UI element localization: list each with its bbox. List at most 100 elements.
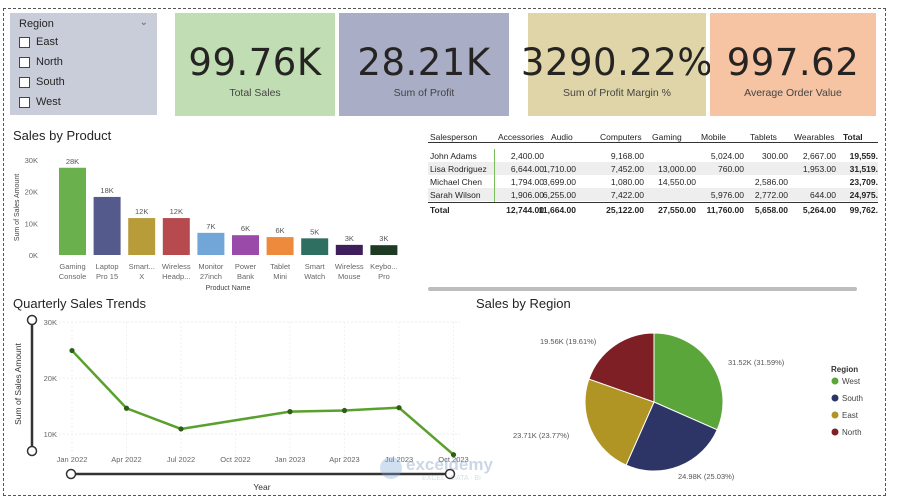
bar-chart[interactable]: 30K 20K 10K 0K Sum of Sales Amount 28K GamingC… [10, 146, 410, 296]
slicer-item-east[interactable]: East [19, 35, 58, 49]
region-slicer[interactable]: Region ⌄ East North South West [10, 13, 157, 115]
bar-chart-title: Sales by Product [13, 128, 112, 143]
table-cell: 19,559. [849, 151, 878, 161]
x-tick-label: Console [59, 272, 87, 281]
data-point [178, 426, 184, 432]
series-line [71, 349, 455, 456]
slicer-item-label: West [36, 96, 61, 108]
data-label: 12K [170, 207, 183, 216]
data-point [69, 347, 75, 354]
row-label: Total [430, 205, 450, 215]
table-cell: Accessories [498, 132, 544, 142]
table-cell: 1,710.00 [542, 164, 576, 174]
legend-marker [831, 377, 839, 385]
table-cell: Wearables [794, 132, 835, 142]
matrix-total-row[interactable]: Total 12,744.00 11,664.00 25,122.00 27,550.0… [428, 202, 878, 215]
y-tick-label: 20K [44, 374, 57, 383]
table-cell: 7,422.00 [610, 190, 644, 200]
exceldemy-logo-icon [380, 457, 402, 479]
table-cell: 5,264.00 [802, 205, 836, 215]
slicer-title: Region [19, 18, 54, 30]
legend-marker [831, 394, 839, 402]
x-tick-label: Watch [304, 272, 325, 281]
chevron-down-icon[interactable]: ⌄ [139, 17, 148, 28]
pie-slice [584, 378, 655, 466]
table-cell: 1,953.00 [802, 164, 836, 174]
data-label: 5K [310, 227, 319, 236]
bar [162, 218, 190, 255]
data-point [396, 405, 402, 411]
x-tick-label: Jan 2023 [275, 455, 306, 464]
x-tick-label: Gaming [59, 262, 85, 271]
table-row[interactable]: John Adams 2,400.00 9,168.00 5,024.00 300.00… [428, 149, 878, 162]
table-cell: 14,550.00 [658, 177, 696, 187]
slicer-item-north[interactable]: North [19, 55, 63, 69]
table-row[interactable]: Michael Chen 1,794.00 3,699.00 1,080.00 14,5… [428, 175, 878, 188]
data-point [450, 452, 457, 458]
table-row[interactable]: Sarah Wilson 1,906.00 6,255.00 7,422.00 5,97… [428, 188, 878, 201]
table-cell: 5,976.00 [710, 190, 744, 200]
x-tick-label: Smart [305, 262, 326, 271]
y-tick-label: 10K [44, 430, 57, 439]
table-cell: 6,644.00 [510, 164, 544, 174]
table-cell: 24,975. [849, 190, 878, 200]
legend-title: Region [831, 365, 858, 374]
legend-label: South [842, 394, 863, 403]
bar [93, 196, 121, 255]
table-cell: 3,699.00 [542, 177, 576, 187]
table-cell: 11,760.00 [706, 205, 744, 215]
x-tick-label: Jul 2023 [385, 455, 413, 464]
matrix-header-row[interactable]: Salesperson Accessories Audio Computers Gami… [428, 130, 878, 143]
line-chart[interactable]: 10K 20K 30K Jan 2022 Apr 2022 Jul 2022 Oct 202… [10, 312, 470, 494]
x-tick-label: Wireless [162, 262, 191, 271]
data-label: 3K [345, 234, 354, 243]
x-tick-label: Apr 2023 [329, 455, 359, 464]
card-sum-of-profit[interactable]: 28.21K Sum of Profit [339, 13, 509, 116]
table-cell: 31,519. [849, 164, 878, 174]
x-tick-label: Laptop [96, 262, 119, 271]
checkbox-icon[interactable] [19, 56, 30, 68]
legend-marker [831, 411, 839, 419]
row-label: Sarah Wilson [430, 190, 481, 200]
checkbox-icon[interactable] [19, 36, 30, 48]
table-cell: Computers [600, 132, 642, 142]
legend-marker [831, 428, 839, 436]
pie-chart-title: Sales by Region [476, 296, 571, 311]
pie-chart[interactable]: 31.52K (31.59%) 24.98K (25.03%) 23.71K (23… [470, 312, 880, 494]
table-row[interactable]: Lisa Rodriguez 6,644.00 1,710.00 7,452.00 13… [428, 162, 878, 175]
x-tick-label: Pro [378, 272, 390, 281]
x-tick-label: Apr 2022 [111, 455, 141, 464]
table-cell: 6,255.00 [542, 190, 576, 200]
card-average-order-value[interactable]: 997.62 Average Order Value [710, 13, 876, 116]
y-tick-label: 30K [25, 156, 38, 165]
y-tick-label: 10K [25, 219, 38, 228]
x-tick-label: Smart... [129, 262, 155, 271]
row-label: Michael Chen [430, 177, 482, 187]
table-cell: Gaming [652, 132, 682, 142]
bar [128, 218, 156, 255]
legend-label: North [842, 428, 862, 437]
data-label: 12K [135, 207, 148, 216]
y-axis-label: Sum of Sales Amount [13, 342, 23, 424]
checkbox-icon[interactable] [19, 96, 30, 108]
card-value: 28.21K [357, 41, 491, 84]
table-cell: 99,762. [849, 205, 878, 215]
bar [232, 235, 259, 255]
slicer-item-south[interactable]: South [19, 75, 65, 89]
slicer-item-west[interactable]: West [19, 95, 61, 109]
data-label: 6K [241, 224, 250, 233]
x-tick-label: 27inch [200, 272, 222, 281]
x-tick-label: Oct 2023 [438, 455, 468, 464]
table-cell: 760.00 [718, 164, 744, 174]
table-cell: 5,658.00 [754, 205, 788, 215]
table-cell: 11,664.00 [538, 205, 576, 215]
pie-slice [625, 401, 718, 472]
table-cell: 2,586.00 [754, 177, 788, 187]
checkbox-icon[interactable] [19, 76, 30, 88]
horizontal-scrollbar[interactable] [428, 287, 857, 291]
card-total-sales[interactable]: 99.76K Total Sales [175, 13, 335, 116]
table-cell: 300.00 [762, 151, 788, 161]
card-profit-margin[interactable]: 3290.22% Sum of Profit Margin % [521, 13, 713, 116]
row-label: Lisa Rodriguez [430, 164, 487, 174]
